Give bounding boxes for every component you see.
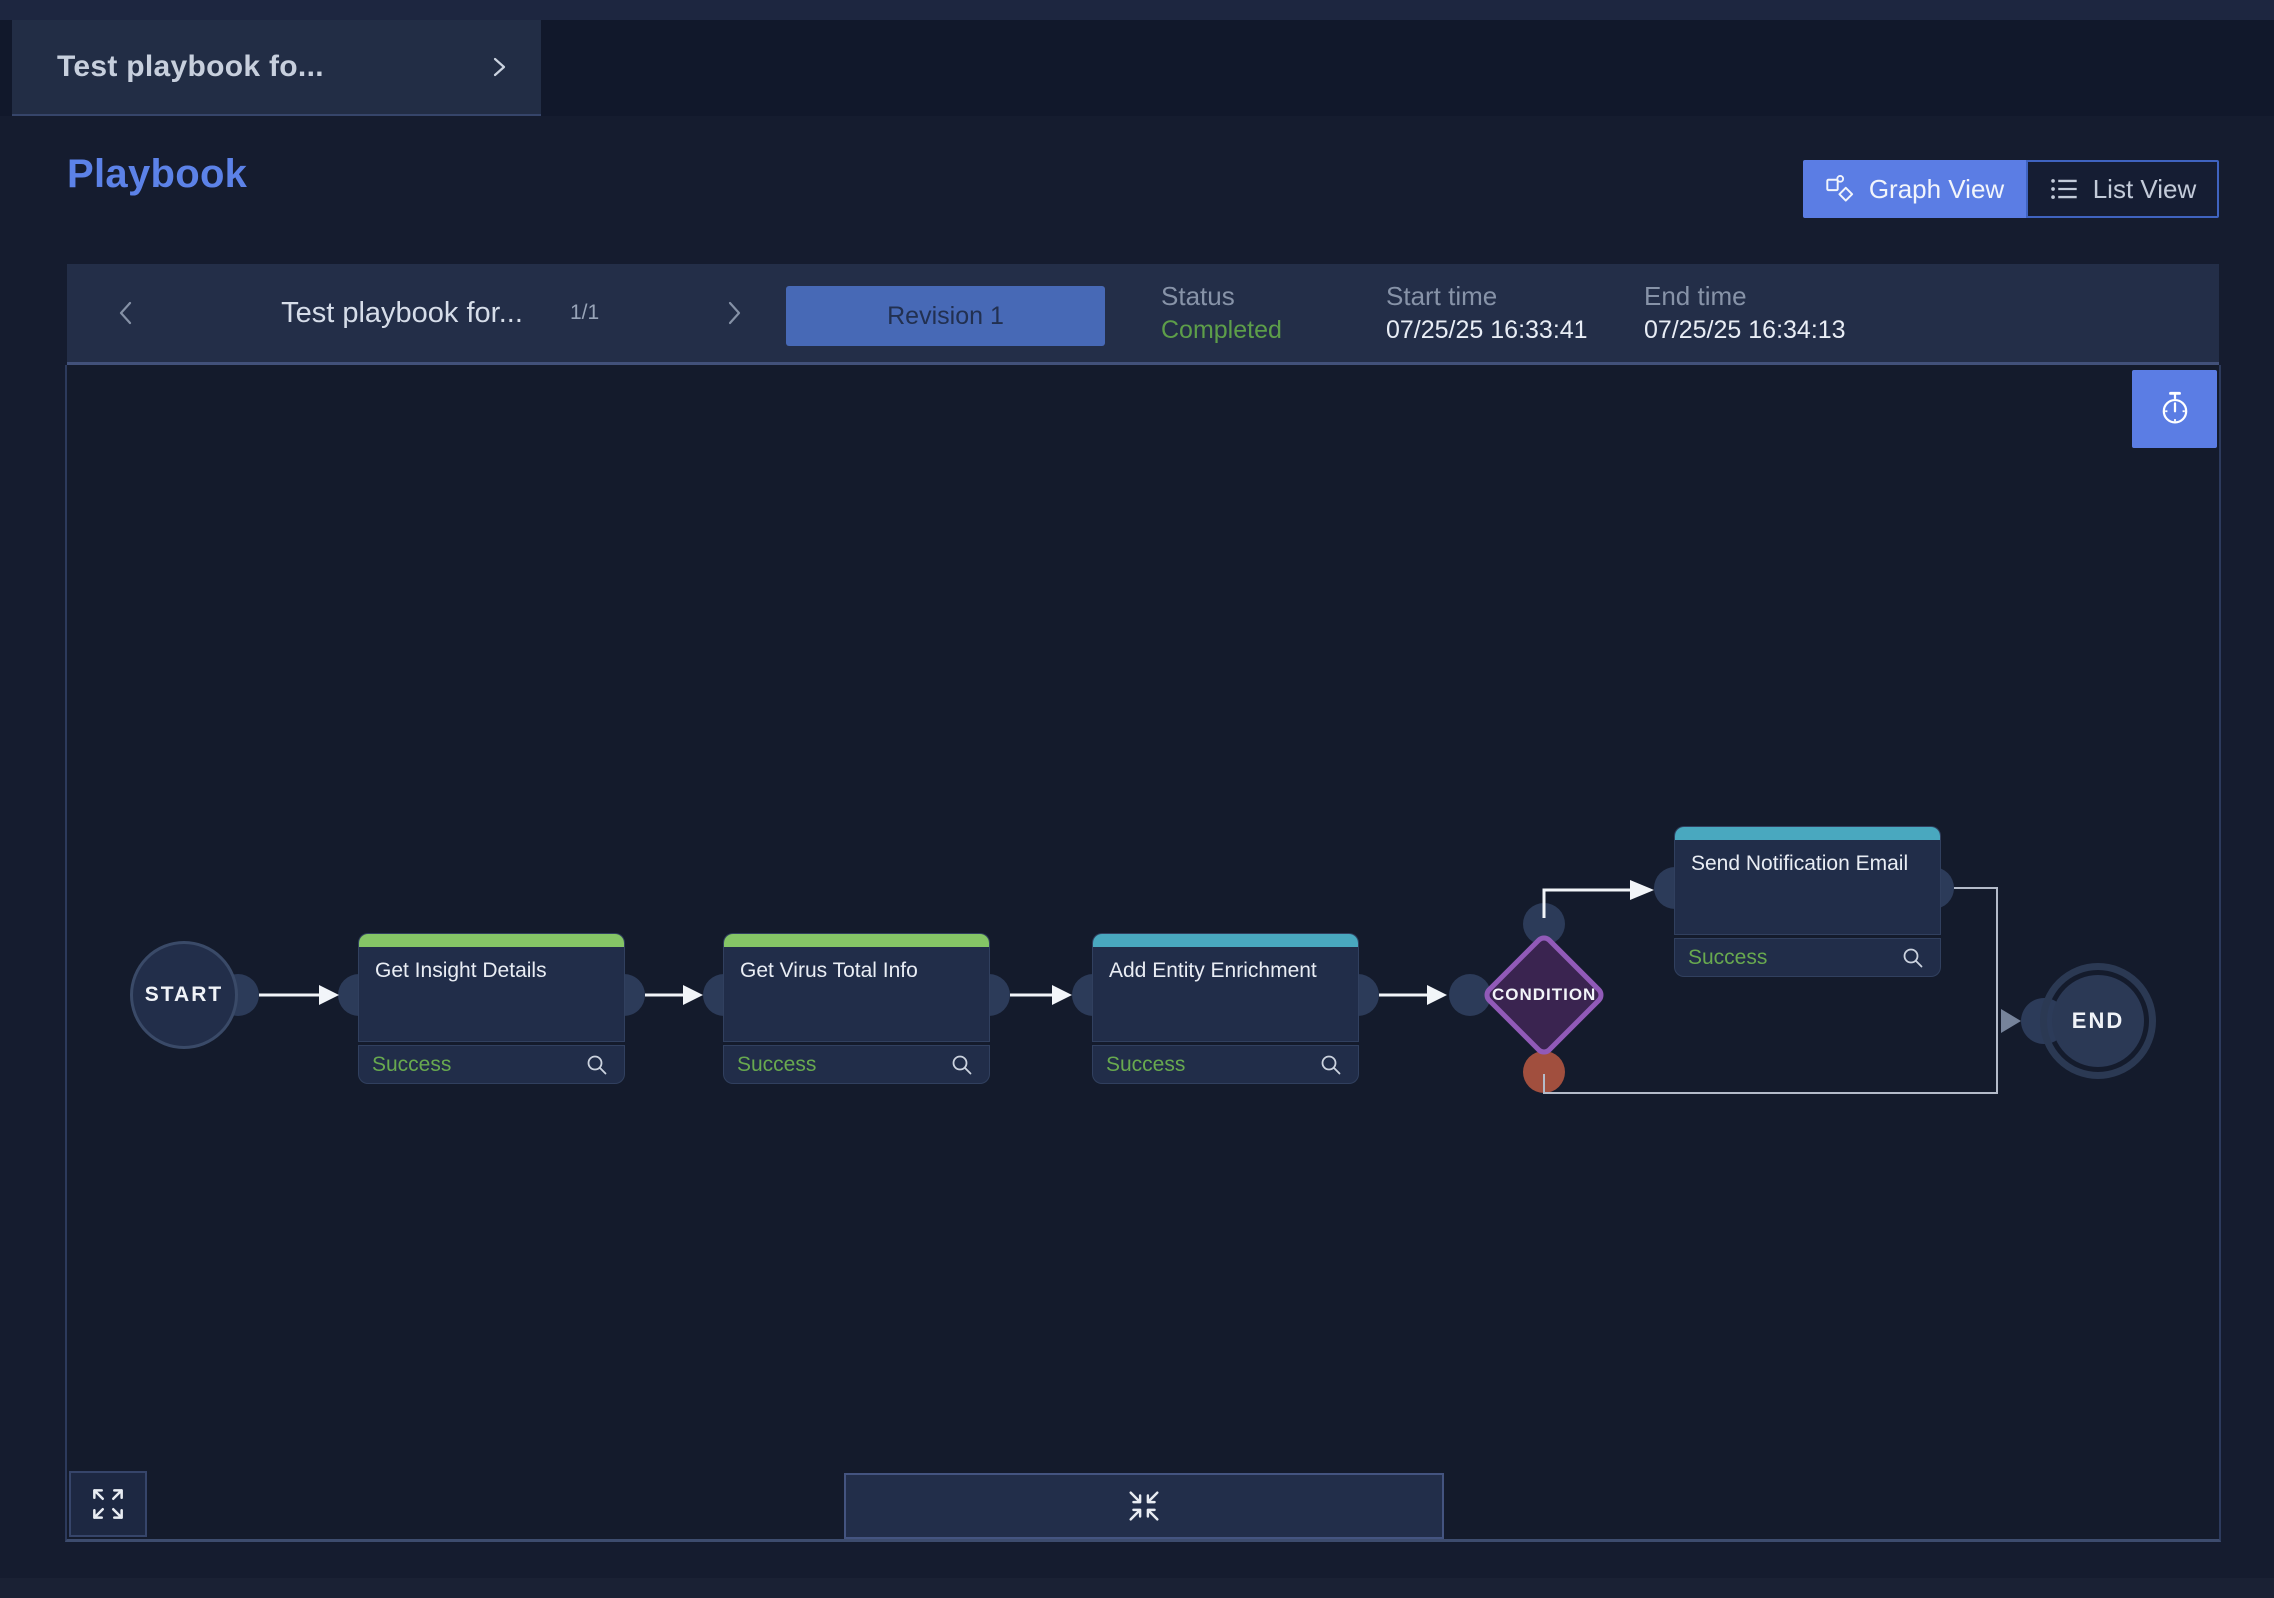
run-playbook-name: Test playbook for...	[281, 296, 523, 329]
node-body: Get Virus Total Info	[724, 934, 989, 1041]
end-node-label: END	[2071, 1008, 2125, 1033]
view-toggle: Graph View List View	[1803, 160, 2219, 218]
case-tab-title: Test playbook fo...	[57, 50, 324, 83]
graph-view-icon	[1826, 175, 1853, 202]
start-time-value: 07/25/25 16:33:41	[1386, 316, 1588, 344]
list-view-icon	[2050, 179, 2077, 199]
case-tab[interactable]: Test playbook fo...	[12, 20, 541, 116]
chevron-right-icon	[728, 301, 741, 325]
node-status-bar	[1093, 934, 1358, 947]
node-status-label: Success	[1688, 945, 1768, 969]
node-status-bar	[724, 934, 989, 947]
window-footer-strip	[0, 1578, 2274, 1598]
status-value: Completed	[1161, 316, 1282, 344]
node-result-footer[interactable]: Success	[724, 1046, 989, 1083]
node-status-label: Success	[372, 1052, 452, 1076]
stopwatch-icon	[2162, 391, 2187, 424]
node-title: Add Entity Enrichment	[1109, 959, 1317, 982]
start-time-label: Start time	[1386, 281, 1498, 311]
end-time-block: End time 07/25/25 16:34:13	[1644, 264, 1846, 362]
node-result-footer[interactable]: Success	[1093, 1046, 1358, 1083]
connector-condition-true-out	[1523, 903, 1565, 945]
node-title: Send Notification Email	[1691, 852, 1909, 875]
node-status-bar	[359, 934, 624, 947]
connector-condition-false-out	[1523, 1051, 1565, 1093]
page-title: Playbook	[67, 152, 248, 196]
node-body: Get Insight Details	[359, 934, 624, 1041]
search-icon[interactable]	[1317, 1051, 1345, 1079]
next-run-button[interactable]	[719, 264, 749, 362]
action-node-get-insight-details[interactable]: Get Insight Details Success	[359, 934, 624, 1083]
end-node: END	[2052, 975, 2144, 1067]
run-header: Test playbook for... 1/1 Revision 1 Stat…	[67, 264, 2219, 365]
list-view-label: List View	[2092, 173, 2197, 204]
node-status-bar	[1675, 827, 1940, 840]
end-node-ring	[2040, 963, 2156, 1079]
node-title: Get Virus Total Info	[740, 959, 918, 982]
action-node-get-virus-total-info[interactable]: Get Virus Total Info Success	[724, 934, 989, 1083]
start-node: START	[130, 941, 238, 1049]
playbook-graph-canvas[interactable]: START Get Insight Details Success Get Vi…	[65, 365, 2221, 1542]
edge-to-end	[1543, 887, 1998, 1094]
fullscreen-button[interactable]	[69, 1471, 147, 1537]
start-time-block: Start time 07/25/25 16:33:41	[1386, 264, 1588, 362]
node-status-label: Success	[1106, 1052, 1186, 1076]
execution-timer-button[interactable]	[2132, 370, 2217, 448]
condition-node-label: CONDITION	[1491, 985, 1597, 1005]
node-title: Get Insight Details	[375, 959, 547, 982]
end-time-value: 07/25/25 16:34:13	[1644, 316, 1846, 344]
graph-view-label: Graph View	[1868, 173, 2005, 204]
fit-to-screen-bar[interactable]	[844, 1473, 1444, 1539]
start-node-label: START	[144, 983, 224, 1006]
window-top-strip	[0, 0, 2274, 20]
search-icon[interactable]	[1899, 944, 1927, 972]
search-icon[interactable]	[583, 1051, 611, 1079]
edge-arrowheads	[319, 880, 1654, 1005]
edge-lines	[259, 888, 1630, 997]
action-node-send-notification-email[interactable]: Send Notification Email Success	[1675, 827, 1940, 976]
revision-selector[interactable]: Revision 1	[786, 286, 1105, 346]
end-time-label: End time	[1644, 281, 1747, 311]
collapse-icon	[1129, 1491, 1159, 1521]
status-label: Status	[1161, 281, 1235, 311]
action-node-add-entity-enrichment[interactable]: Add Entity Enrichment Success	[1093, 934, 1358, 1083]
chevron-right-icon	[493, 57, 506, 77]
node-status-label: Success	[737, 1052, 817, 1076]
node-body: Send Notification Email	[1675, 827, 1940, 934]
end-arrowhead	[2001, 1009, 2021, 1033]
status-block: Status Completed	[1161, 264, 1282, 362]
graph-view-button[interactable]: Graph View	[1803, 160, 2026, 218]
node-body: Add Entity Enrichment	[1093, 934, 1358, 1041]
search-icon[interactable]	[948, 1051, 976, 1079]
list-view-button[interactable]: List View	[2026, 160, 2219, 218]
previous-run-button[interactable]	[111, 264, 141, 362]
node-result-footer[interactable]: Success	[359, 1046, 624, 1083]
connector-condition-in	[1449, 974, 1491, 1016]
run-pagination: 1/1	[570, 301, 600, 324]
expand-icon	[93, 1489, 123, 1519]
window-top-bar: Test playbook fo...	[0, 0, 2274, 116]
chevron-left-icon	[119, 301, 132, 325]
node-result-footer[interactable]: Success	[1675, 939, 1940, 976]
